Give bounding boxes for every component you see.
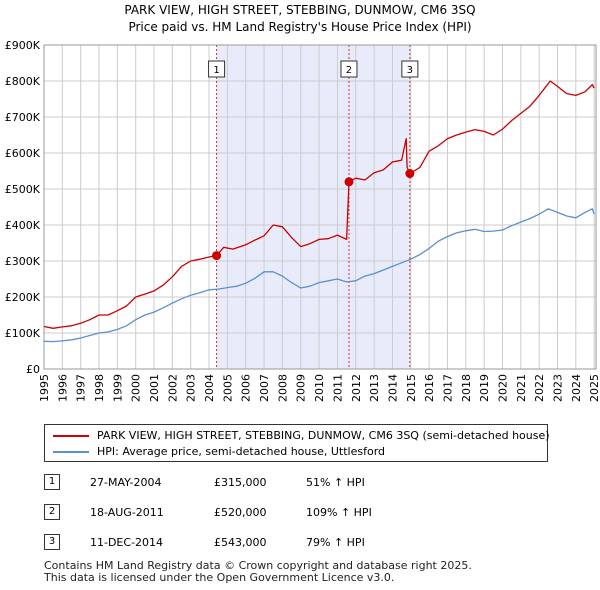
x-tick-label: 2016 [423,374,436,402]
sale-price: £315,000 [214,476,267,489]
x-tick-label: 2000 [130,374,143,402]
footer-attribution: Contains HM Land Registry data © Crown c… [44,560,472,584]
x-tick-label: 2021 [515,374,528,402]
sale-date: 11-DEC-2014 [90,536,164,549]
x-tick-label: 1997 [75,374,88,402]
sale-point [344,177,354,187]
legend-label-hpi: HPI: Average price, semi-detached house,… [97,445,386,458]
x-tick-label: 2022 [533,374,546,402]
x-tick-label: 2007 [258,374,271,402]
sale-number-badge: 3 [44,534,60,550]
sale-price: £520,000 [214,506,267,519]
x-tick-label: 2008 [276,374,289,402]
x-tick-label: 2015 [405,374,418,402]
y-tick-label: £100K [5,327,41,340]
x-tick-label: 2011 [331,374,344,402]
ownership-shaded-region [216,45,410,369]
y-tick-label: £500K [5,183,41,196]
x-tick-label: 2004 [203,374,216,402]
x-tick-label: 2019 [478,374,491,402]
x-tick-label: 2003 [185,374,198,402]
x-tick-label: 1998 [93,374,106,402]
y-tick-label: £900K [5,39,41,52]
x-tick-label: 2017 [441,374,454,402]
legend: PARK VIEW, HIGH STREET, STEBBING, DUNMOW… [44,424,550,462]
chart-title: PARK VIEW, HIGH STREET, STEBBING, DUNMOW… [124,3,476,17]
x-tick-label: 1995 [38,374,51,402]
sale-number-label: 3 [407,65,413,76]
y-tick-label: £800K [5,75,41,88]
x-tick-label: 2014 [386,374,399,402]
sale-number-badge: 2 [44,504,60,520]
plot-border [43,44,597,370]
legend-swatch-hpi [53,451,89,453]
x-tick-label: 2009 [295,374,308,402]
chart-subtitle: Price paid vs. HM Land Registry's House … [128,20,472,34]
y-tick-label: £200K [5,291,41,304]
sale-point [405,169,415,179]
sale-number-box [208,60,226,78]
sale-number-badge: 1 [44,474,60,490]
x-tick-label: 1996 [56,374,69,402]
x-tick-label: 2005 [221,374,234,402]
y-tick-label: £700K [5,111,41,124]
price-chart: 1 2 3 £0 £100K £200K £300K £400K £500K £600K £700K… [5,39,600,402]
x-tick-label: 2013 [368,374,381,402]
x-tick-label: 2001 [148,374,161,402]
sale-row-2: 2 18-AUG-2011 £520,000 109% ↑ HPI [44,504,464,522]
x-tick-label: 2025 [588,374,600,402]
sale-hpi-change: 51% ↑ HPI [306,476,365,489]
sale-date: 18-AUG-2011 [90,506,164,519]
sale-number-label: 1 [213,65,219,76]
chart-title-block: PARK VIEW, HIGH STREET, STEBBING, DUNMOW… [0,2,600,36]
sale-row-3: 3 11-DEC-2014 £543,000 79% ↑ HPI [44,534,464,552]
x-tick-label: 1999 [111,374,124,402]
legend-swatch-property [53,435,89,437]
hpi-line [43,208,595,343]
x-tick-label: 2018 [460,374,473,402]
x-tick-label: 2010 [313,374,326,402]
legend-label-property: PARK VIEW, HIGH STREET, STEBBING, DUNMOW… [97,429,550,442]
sale-number-box [401,60,419,78]
y-tick-label: £600K [5,147,41,160]
y-tick-label: £300K [5,255,41,268]
sale-row-1: 1 27-MAY-2004 £315,000 51% ↑ HPI [44,474,464,492]
x-tick-label: 2023 [551,374,564,402]
property-price-line [43,80,595,329]
x-tick-label: 2002 [166,374,179,402]
sale-number-box [340,60,358,78]
sale-number-label: 2 [346,65,352,76]
y-tick-label: £400K [5,219,41,232]
footer-line-2: This data is licensed under the Open Gov… [44,571,395,584]
x-tick-label: 2006 [240,374,253,402]
footer-line-1: Contains HM Land Registry data © Crown c… [44,559,472,572]
x-tick-label: 2024 [570,374,583,402]
sale-hpi-change: 79% ↑ HPI [306,536,365,549]
x-tick-label: 2012 [350,374,363,402]
sale-price: £543,000 [214,536,267,549]
sale-hpi-change: 109% ↑ HPI [306,506,372,519]
x-tick-label: 2020 [496,374,509,402]
sale-date: 27-MAY-2004 [90,476,162,489]
y-tick-label: £0 [26,363,40,376]
sale-point [212,251,222,261]
